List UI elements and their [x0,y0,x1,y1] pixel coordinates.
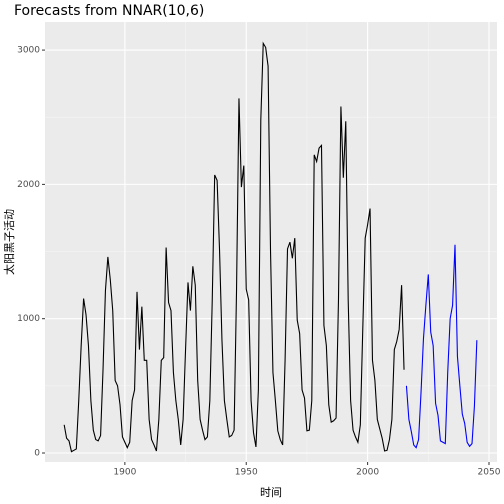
y-tick-label: 0 [34,449,40,459]
x-axis-title: 时间 [260,486,282,499]
panel [45,22,497,462]
x-tick-label: 2050 [478,468,501,478]
x-tick-label: 1900 [113,468,136,478]
y-tick-label: 1000 [17,314,40,324]
y-axis-title: 太阳黑子活动 [3,209,16,275]
y-tick-label: 3000 [17,46,40,56]
series-line [63,41,405,453]
grid [45,22,497,462]
chart-title: Forecasts from NNAR(10,6) [14,3,204,19]
x-tick-label: 2000 [356,468,379,478]
y-tick-label: 2000 [17,180,40,190]
marks [63,41,478,453]
series-line [405,244,478,449]
x-tick-label: 1950 [235,468,258,478]
